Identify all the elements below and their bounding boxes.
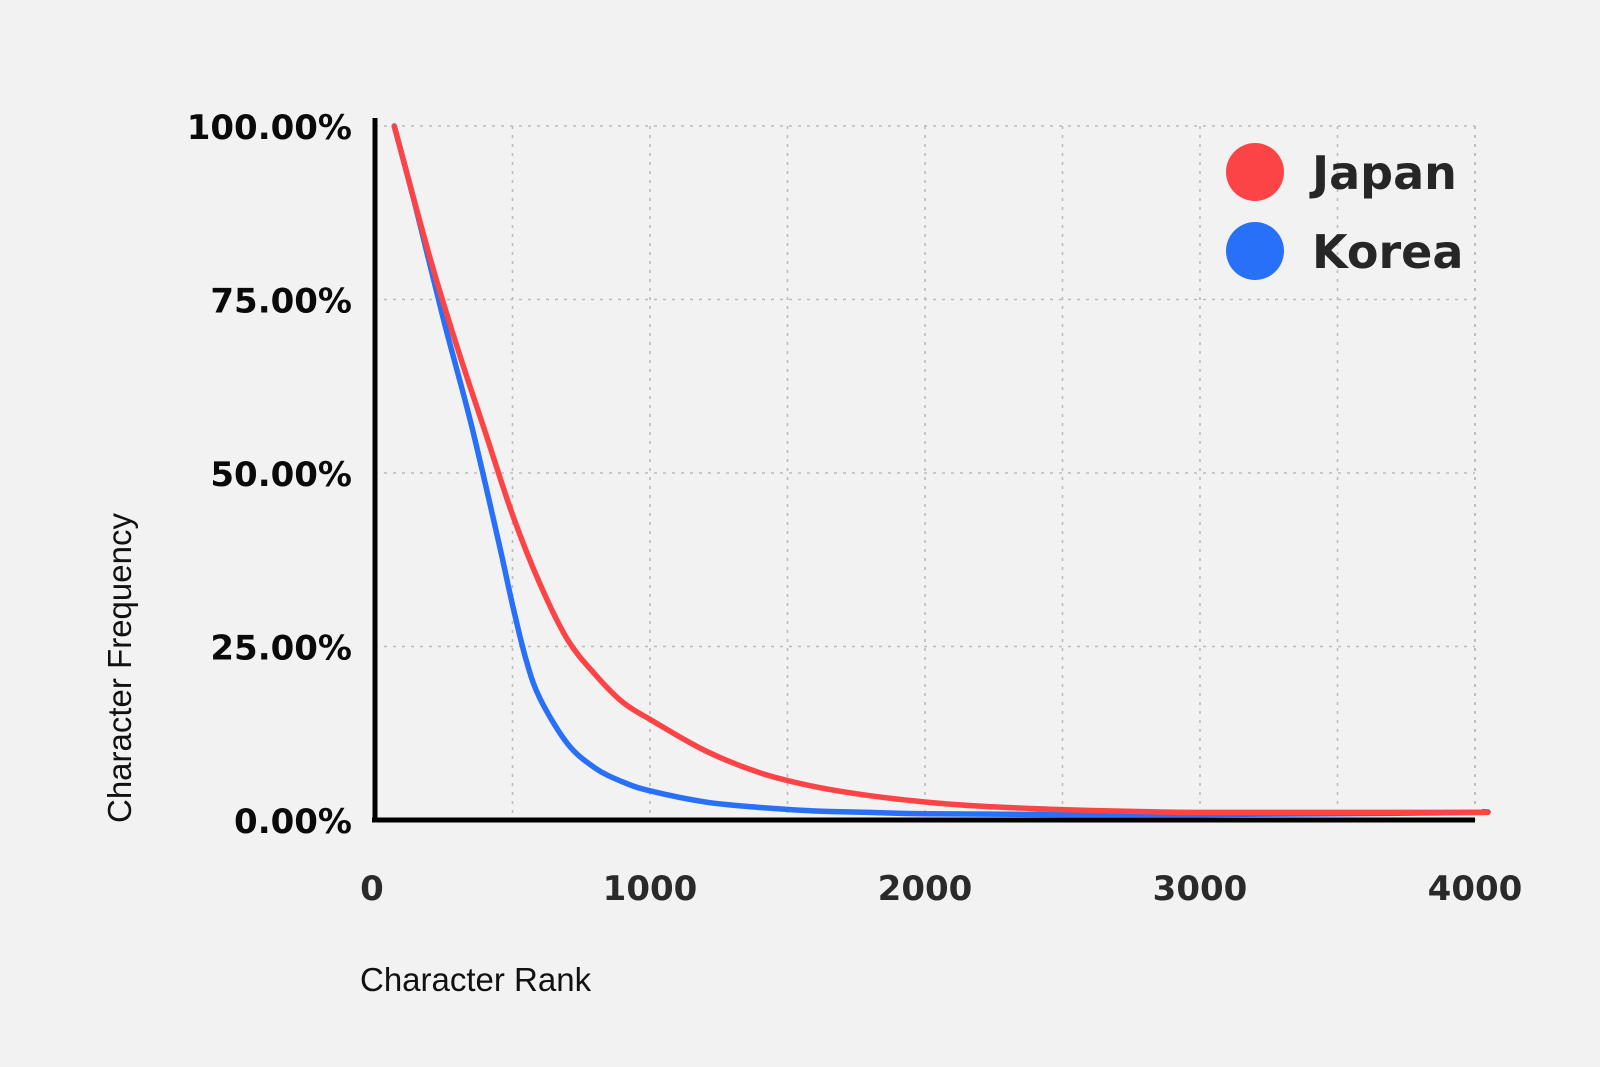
y-tick-labels: 0.00% 25.00% 50.00% 75.00% 100.00%	[187, 108, 352, 842]
x-axis-label: Character Rank	[360, 961, 592, 998]
x-tick-label: 3000	[1153, 869, 1248, 909]
legend-label-korea: Korea	[1312, 225, 1463, 279]
x-tick-label: 2000	[878, 869, 973, 909]
grid	[375, 125, 1476, 820]
legend-label-japan: Japan	[1309, 146, 1457, 200]
y-tick-label: 0.00%	[234, 802, 352, 842]
x-tick-labels: 0 1000 2000 3000 4000	[360, 869, 1522, 909]
y-tick-label: 50.00%	[210, 455, 352, 495]
legend: Japan Korea	[1226, 143, 1463, 280]
x-tick-label: 0	[360, 869, 384, 909]
legend-marker-japan	[1226, 143, 1284, 201]
series-line-japan	[391, 123, 1491, 816]
x-tick-label: 1000	[603, 869, 698, 909]
legend-marker-korea	[1226, 222, 1284, 280]
series-lines	[391, 123, 1491, 818]
y-tick-label: 75.00%	[210, 282, 352, 322]
y-axis-label: Character Frequency	[101, 513, 138, 823]
y-tick-label: 25.00%	[210, 629, 352, 669]
y-tick-label: 100.00%	[187, 108, 352, 148]
x-tick-label: 4000	[1428, 869, 1523, 909]
